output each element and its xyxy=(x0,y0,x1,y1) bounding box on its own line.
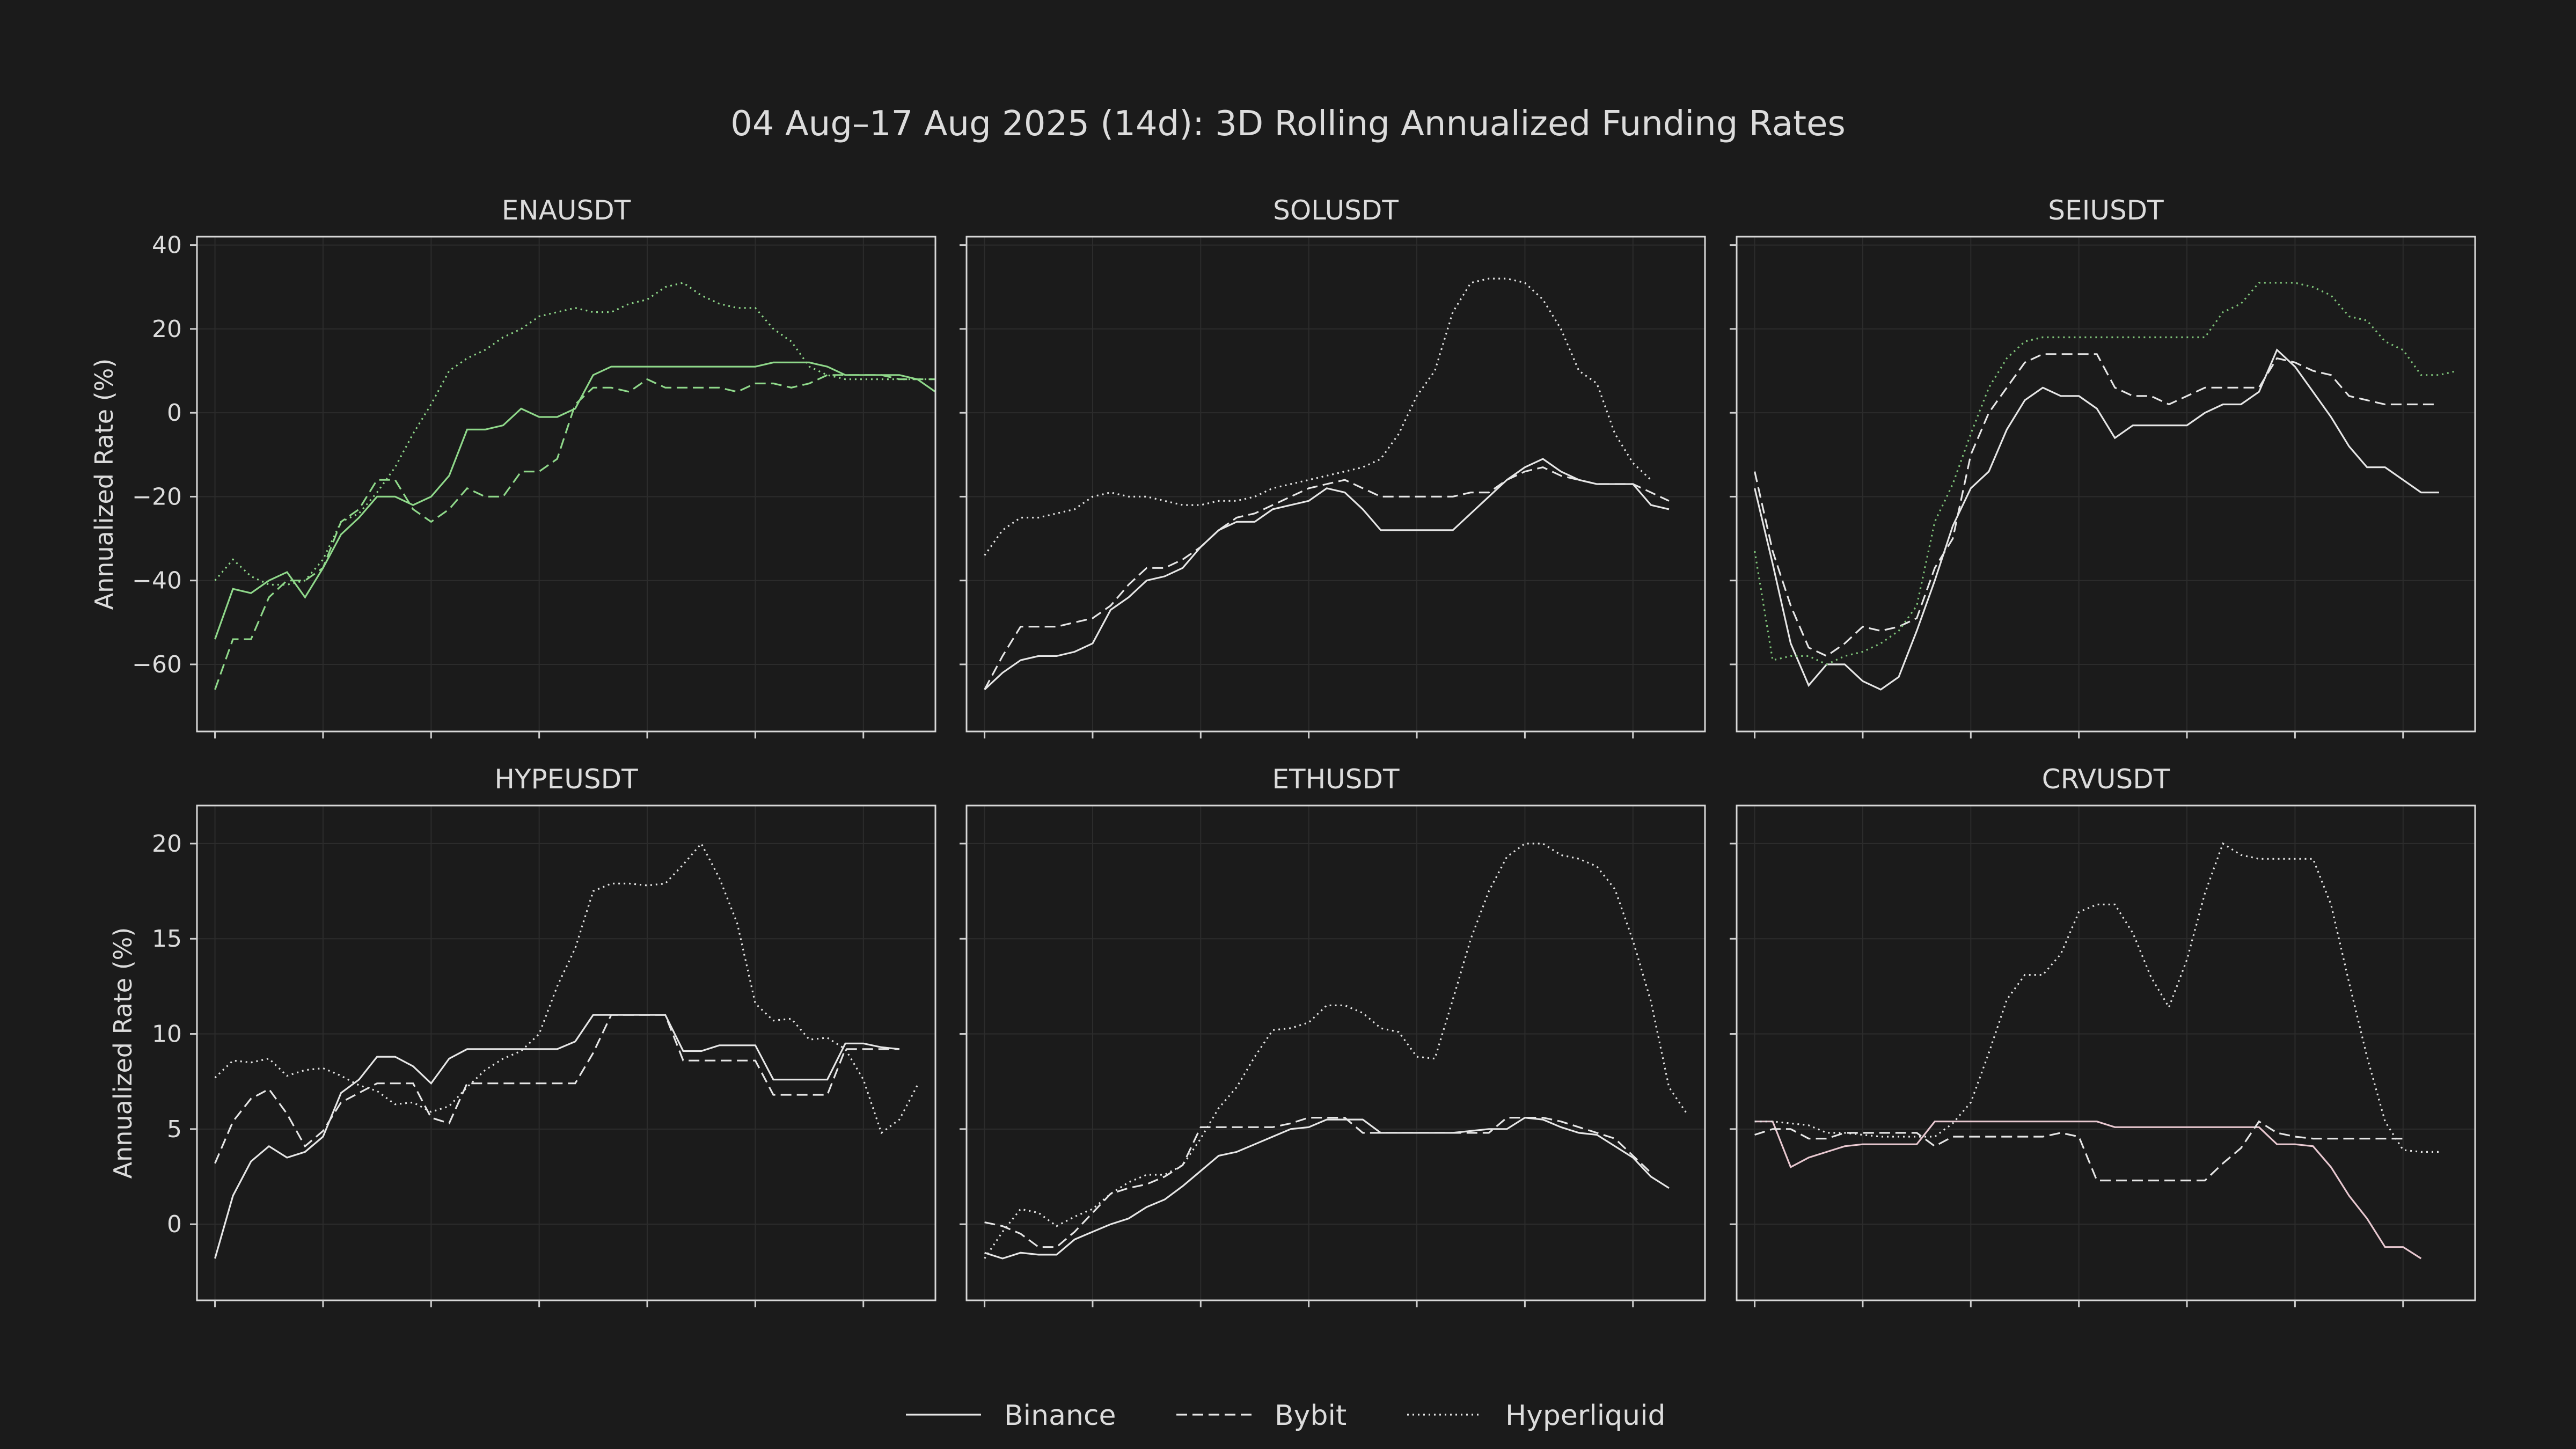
axes-frame xyxy=(196,236,936,733)
y-tick-label: 20 xyxy=(152,830,182,858)
series-hyperliquid-line xyxy=(1754,282,2457,665)
axes-frame xyxy=(1736,804,2476,1301)
y-tick-label: −40 xyxy=(132,567,182,595)
panel-title: SOLUSDT xyxy=(1273,195,1399,226)
series-hyperliquid-line xyxy=(214,842,918,1135)
series-hyperliquid-line xyxy=(984,843,1688,1259)
y-tick-label: 40 xyxy=(152,232,182,259)
legend-bybit-label: Bybit xyxy=(1275,1400,1346,1432)
series-bybit-line xyxy=(214,374,935,690)
series-hyperliquid-line xyxy=(1754,842,2439,1153)
y-axis-label: Annualized Rate (%) xyxy=(108,927,137,1179)
panels: 40 20 0 −20 −40 −60 ENAUSDT Annualized Rate (%)… xyxy=(90,195,2476,1307)
series-hyperliquid-line xyxy=(214,282,935,586)
series-bybit-line xyxy=(984,1117,1652,1248)
legend: Binance Bybit Hyperliquid xyxy=(906,1400,1666,1432)
series-binance-line xyxy=(984,1116,1670,1260)
panel-title: HYPEUSDT xyxy=(494,764,638,795)
series-bybit-line xyxy=(984,466,1670,690)
series-bybit-line xyxy=(1754,353,2439,657)
series-bybit-line xyxy=(214,1014,899,1164)
y-tick-label: 0 xyxy=(167,1211,182,1238)
panel-title: ENAUSDT xyxy=(502,195,631,226)
panel-ethusdt: ETHUSDT xyxy=(960,764,1706,1307)
panel-solusdt: SOLUSDT xyxy=(960,195,1706,738)
axes-frame xyxy=(965,236,1706,733)
series-binance-line xyxy=(1754,1121,2422,1260)
panel-title: CRVUSDT xyxy=(2042,764,2170,795)
y-tick-label: 10 xyxy=(152,1021,182,1048)
y-tick-label: 20 xyxy=(152,316,182,343)
y-tick-label: 15 xyxy=(152,925,182,953)
series-binance-line xyxy=(214,1014,900,1259)
panel-title: SEIUSDT xyxy=(2048,195,2164,226)
y-tick-label: 0 xyxy=(167,399,182,427)
panel-title: ETHUSDT xyxy=(1272,764,1400,795)
series-binance-line xyxy=(984,458,1670,691)
legend-hyperliquid-label: Hyperliquid xyxy=(1505,1400,1666,1432)
y-tick-label: −20 xyxy=(132,483,182,510)
axes-frame xyxy=(1736,236,2476,733)
y-tick-label: 5 xyxy=(167,1116,182,1143)
legend-binance-label: Binance xyxy=(1004,1400,1116,1432)
panel-hypeusdt: 20 15 10 5 0 HYPEUSDT Annualized Rate (%) xyxy=(108,764,936,1307)
figure-title: 04 Aug–17 Aug 2025 (14d): 3D Rolling Ann… xyxy=(730,104,1846,144)
series-hyperliquid-line xyxy=(984,277,1652,556)
panel-seiusdt: SEIUSDT xyxy=(1730,195,2476,738)
y-axis-label: Annualized Rate (%) xyxy=(90,358,119,610)
axes-frame xyxy=(196,804,936,1301)
series-binance-line xyxy=(1754,348,2439,691)
y-tick-label: −60 xyxy=(132,651,182,678)
series-binance-line xyxy=(214,361,935,640)
panel-crvusdt: CRVUSDT xyxy=(1730,764,2476,1307)
axes-frame xyxy=(965,804,1706,1301)
panel-enausdt: 40 20 0 −20 −40 −60 ENAUSDT Annualized Rate (%) xyxy=(90,195,936,738)
